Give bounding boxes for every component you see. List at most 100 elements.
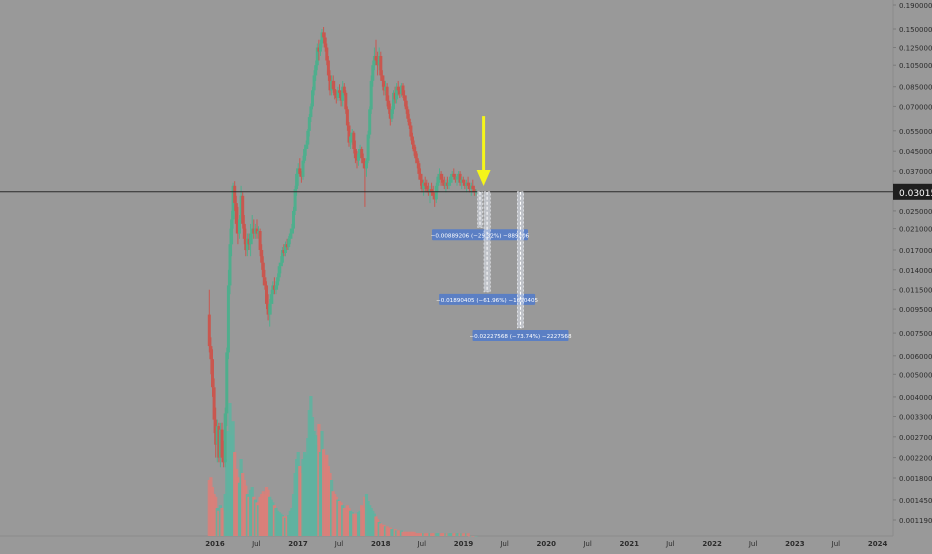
candle-body <box>230 219 234 245</box>
x-tick-label: 2020 <box>537 540 557 548</box>
y-tick-label: 0.15000000 <box>899 26 932 34</box>
candle-body <box>398 90 402 95</box>
candle-body <box>442 182 446 186</box>
candle-body <box>334 95 338 98</box>
candle-body <box>438 173 441 177</box>
candle-body <box>460 179 464 183</box>
candle-body <box>306 130 310 145</box>
y-tick-label: 0.00180000 <box>899 475 932 483</box>
x-tick-label: 2024 <box>868 540 888 548</box>
y-tick-label: 0.00119000 <box>899 517 932 525</box>
candle-body <box>411 136 414 145</box>
last-price-label-bg <box>893 183 932 200</box>
y-tick-label: 0.01700000 <box>899 247 932 255</box>
candle-body <box>212 387 216 420</box>
y-tick-label: 0.00600000 <box>899 353 932 361</box>
candle-body <box>239 195 243 220</box>
candle-body <box>333 89 337 96</box>
candle-body <box>353 149 357 159</box>
candle-body <box>218 429 222 458</box>
candle-body <box>417 163 421 174</box>
candle-body <box>326 60 330 76</box>
candle-body <box>238 219 241 234</box>
y-tick-label: 0.10500000 <box>899 62 932 70</box>
candle-body <box>330 80 334 91</box>
candle-body <box>299 173 303 177</box>
candle-body <box>272 285 276 290</box>
candle-body <box>257 231 260 234</box>
candle-body <box>276 277 280 286</box>
candle-body <box>350 132 354 137</box>
candle-body <box>304 144 308 149</box>
candle-body <box>236 223 240 234</box>
candle-body <box>452 173 456 177</box>
candle-body <box>295 173 299 190</box>
candle-body <box>258 231 262 250</box>
x-axis[interactable]: 2016 Jul 2017 Jul 2018 Jul 2019 Jul 2020 Jul 2021 J… <box>205 540 887 548</box>
candle-body <box>361 158 365 164</box>
candle-body <box>252 228 256 234</box>
volume-bar <box>252 496 256 536</box>
y-tick-label: 0.00220000 <box>899 455 932 463</box>
candle-body <box>263 277 267 286</box>
candle-body <box>377 56 381 66</box>
x-tick-label: 2021 <box>620 540 640 548</box>
candle-body <box>249 233 253 245</box>
candle-body <box>293 189 297 211</box>
candle-body <box>384 86 387 91</box>
candle-body <box>292 210 295 229</box>
candle-body <box>336 90 340 98</box>
candle-body <box>366 134 370 161</box>
y-tick-label: 0.00145000 <box>899 497 932 505</box>
candle-body <box>244 238 248 251</box>
y-axis[interactable]: 0.19000000 0.15000000 0.12500000 0.10500000… <box>893 2 932 525</box>
measurement-tools[interactable]: −0.00889206 (−29.32%) −889206 −0.01890405… <box>431 191 572 341</box>
candle-body <box>342 86 346 93</box>
x-tick-label: Jul <box>334 540 344 548</box>
candle-body <box>404 100 408 110</box>
candle-body <box>320 32 324 44</box>
candle-body <box>414 151 418 159</box>
candle-body <box>315 47 319 66</box>
candle-body <box>261 262 265 278</box>
candle-body <box>260 250 264 263</box>
x-tick-label: Jul <box>251 540 261 548</box>
candle-body <box>277 266 281 278</box>
x-tick-label: Jul <box>831 540 841 548</box>
candle-body <box>323 37 327 48</box>
candle-body <box>392 92 395 110</box>
candle-body <box>395 86 399 100</box>
candle-body <box>234 203 238 224</box>
y-tick-label: 0.00500000 <box>899 371 932 379</box>
candle-body <box>245 238 249 251</box>
candle-body <box>319 43 322 52</box>
y-tick-label: 0.07000000 <box>899 103 932 111</box>
y-tick-label: 0.19000000 <box>899 2 932 10</box>
last-price-line: 0.03015980 <box>0 183 932 200</box>
x-tick-label: Jul <box>417 540 427 548</box>
volume-bar <box>474 536 478 537</box>
candle-body <box>363 163 367 169</box>
candle-body <box>301 160 305 177</box>
candle-body <box>253 228 257 234</box>
measure-label-bg <box>432 229 528 241</box>
y-tick-label: 0.12500000 <box>899 45 932 53</box>
candle-body <box>288 233 292 239</box>
candle-body <box>390 109 394 119</box>
candle-body <box>430 189 434 193</box>
y-tick-label: 0.00950000 <box>899 306 932 314</box>
candle-body <box>298 168 302 174</box>
y-tick-label: 0.03700000 <box>899 168 932 176</box>
arrow-shaft <box>482 116 486 173</box>
candle-body <box>287 238 291 248</box>
y-tick-label: 0.00270000 <box>899 434 932 442</box>
candle-body <box>325 47 329 61</box>
candle-body <box>285 244 289 248</box>
candle-body <box>423 182 427 186</box>
y-tick-label: 0.00400000 <box>899 394 932 402</box>
measure-label: −0.02227568 (−73.74%) −2227568 <box>469 334 571 340</box>
candle-body <box>419 173 422 180</box>
candle-body <box>311 90 314 107</box>
